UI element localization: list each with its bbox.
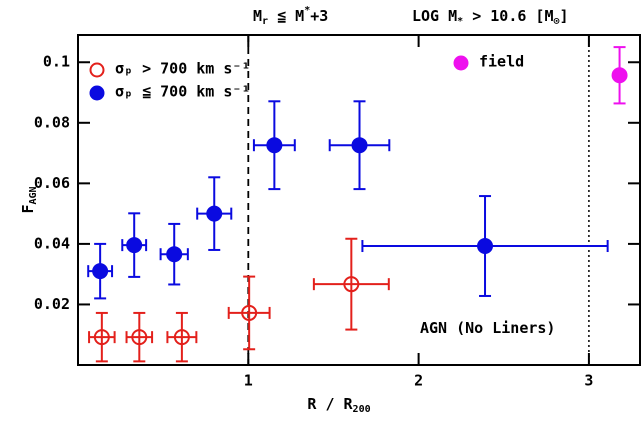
marker [266, 137, 283, 154]
data-point [159, 222, 189, 286]
marker [131, 329, 148, 346]
data-point [312, 237, 390, 331]
marker [611, 67, 628, 84]
marker [126, 237, 143, 254]
plot-frame [77, 34, 641, 366]
legend-label: σₚ > 700 km s⁻¹ [115, 60, 250, 78]
marker [477, 238, 494, 255]
x-tick-label: 3 [584, 372, 593, 390]
data-point [88, 311, 116, 363]
annotation-part: +3 [310, 7, 328, 25]
y-tick-label: 0.08 [34, 113, 70, 131]
legend-label: σₚ ≦ 700 km s⁻¹ [115, 83, 250, 101]
marker [351, 137, 368, 154]
y-tick-label: 0.04 [34, 234, 70, 252]
marker [173, 329, 190, 346]
data-point [125, 311, 154, 363]
annotation-part: ≦ M [268, 7, 304, 25]
legend-marker [89, 62, 105, 78]
legend-marker [89, 85, 105, 101]
data-point [196, 176, 233, 251]
legend-label: field [479, 53, 524, 71]
annotation-part: AGN (No Liners) [420, 319, 555, 337]
annotation-part: > 10.6 [M [463, 7, 553, 25]
annotation-part: ] [560, 7, 569, 25]
annotation: LOG M* > 10.6 [M⊙] [412, 7, 569, 28]
marker [241, 304, 258, 321]
x-axis-label-part: 200 [353, 404, 371, 415]
annotation-part: ⊙ [554, 16, 560, 27]
marker [93, 329, 110, 346]
y-tick-label: 0.06 [34, 174, 70, 192]
x-tick-label: 2 [414, 372, 423, 390]
x-tick-label: 1 [244, 372, 253, 390]
annotation-part: M [253, 7, 262, 25]
data-point [611, 46, 628, 105]
marker [166, 246, 183, 263]
marker [92, 263, 109, 280]
legend-marker [453, 55, 469, 71]
annotation-part: LOG M [412, 7, 457, 25]
marker [343, 276, 360, 293]
y-axis-label-part: AGN [28, 186, 39, 204]
y-axis-label-part: F [19, 205, 37, 214]
annotation-part: * [457, 16, 463, 27]
data-point [361, 195, 609, 297]
data-point [87, 242, 114, 300]
x-axis-label: R / R200 [307, 395, 370, 416]
y-tick-label: 0.1 [43, 53, 70, 71]
annotation: AGN (No Liners) [420, 319, 555, 337]
annotation: Mr ≦ M*+3 [253, 5, 328, 27]
data-point [227, 275, 271, 351]
x-axis-label-part: R / R [307, 395, 353, 413]
marker [206, 205, 223, 222]
data-point [166, 311, 198, 363]
data-point [252, 100, 296, 191]
annotation-part: * [304, 5, 310, 16]
data-point [328, 100, 391, 191]
y-tick-label: 0.02 [34, 295, 70, 313]
y-axis-label: FAGN [19, 186, 40, 213]
data-point [121, 212, 148, 278]
annotation-part: r [262, 16, 268, 27]
